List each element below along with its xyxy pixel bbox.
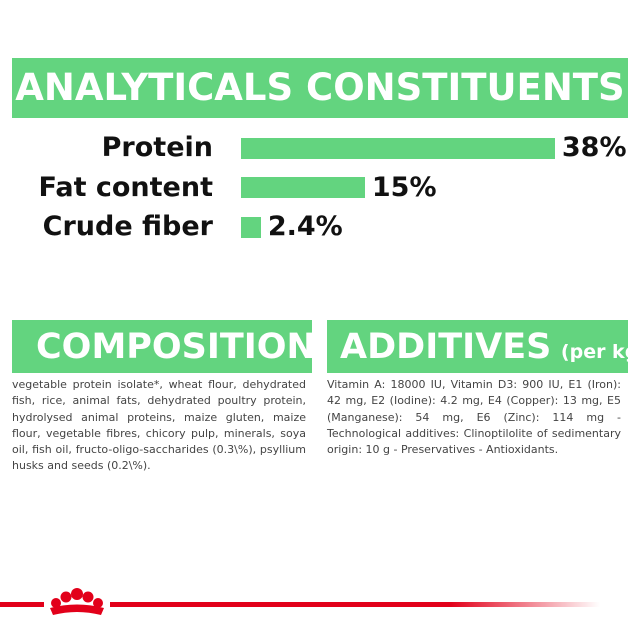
footer [0,588,600,619]
value-label: 38% [561,132,627,163]
category-label: Fat content [38,171,213,203]
bar [241,177,365,198]
additives-subtitle: (per kg) [560,341,640,363]
crown-logo [50,588,104,615]
category-label: Protein [101,132,213,163]
value-label: 2.4% [267,211,343,242]
bar [241,137,555,159]
footer-line [0,602,600,607]
composition-text: vegetable protein isolate*, wheat flour,… [12,378,306,473]
composition-title: COMPOSITION [12,320,316,373]
category-label: Crude fiber [42,211,213,242]
bar [241,216,261,238]
value-label: 15% [371,171,437,203]
additives-title: ADDITIVES [340,327,552,367]
additives-text: Vitamin A: 18000 IU, Vitamin D3: 900 IU,… [327,378,621,457]
analytics-title: ANALYTICALS CONSTITUENTS [12,58,628,118]
additives-header: ADDITIVES (per kg) [327,320,640,373]
